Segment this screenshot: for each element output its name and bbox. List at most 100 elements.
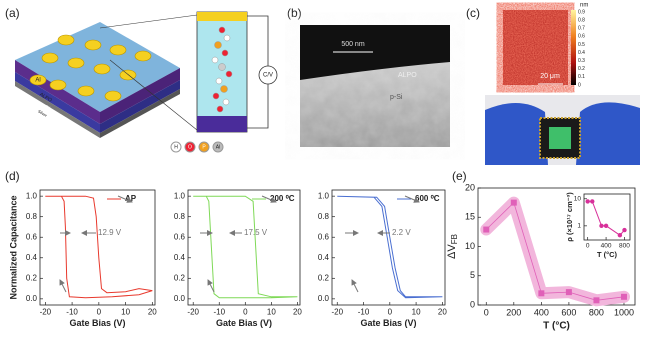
- sweep-arrow: [207, 279, 215, 293]
- annotation: 17.5 V: [244, 228, 268, 237]
- x-tick-label: 20: [293, 307, 302, 316]
- marker: [585, 199, 590, 204]
- panel-label: (c): [466, 6, 480, 20]
- y-tick-label: 15: [465, 212, 475, 222]
- line: [45, 195, 153, 299]
- x-axis-label: Gate Bias (V): [360, 318, 416, 328]
- colorbar-tick: 0.5: [578, 42, 585, 48]
- x-axis-label: T (°C): [543, 320, 570, 331]
- x-tick-label: 10: [267, 307, 276, 316]
- y-tick-label: 0.2: [26, 273, 38, 282]
- layer-label: ALPO: [398, 72, 417, 79]
- label: Al: [35, 78, 40, 84]
- y-tick-label: 0.2: [174, 273, 186, 282]
- atom-label: O: [188, 144, 192, 150]
- y-tick-label: 1.0: [318, 191, 330, 200]
- marker: [603, 223, 609, 229]
- y-tick-label: 5: [470, 270, 475, 280]
- y-tick-label: 0.6: [174, 232, 186, 241]
- x-tick-label: -10: [213, 307, 225, 316]
- y-tick-label: 0.2: [318, 273, 330, 282]
- colorbar-ticks: 0.9 0.8 0.7 0.6 0.5 0.4 0.3 0.2 0.1 0: [578, 9, 585, 88]
- colorbar-tick: 0: [578, 82, 581, 88]
- y-axis-label-sub: FB: [450, 234, 459, 244]
- y-tick-label: 0.4: [174, 253, 186, 262]
- scale-bar: 500 nm: [341, 41, 365, 48]
- annotation: 12.9 V: [98, 228, 122, 237]
- line: [193, 195, 298, 299]
- x-tick-label: 800: [589, 307, 604, 317]
- plot-frame: [187, 189, 301, 306]
- line: [486, 201, 625, 301]
- x-axis-label: Gate Bias (V): [216, 318, 272, 328]
- y-tick-label: 10: [465, 241, 475, 251]
- chart: -20 -10 0 10 20 0.0 0.2 0.4 0.6 0.8 1.0 600 ⁰C 2.2 V…: [318, 189, 447, 328]
- x-tick-label: 800: [619, 243, 630, 250]
- y-tick-label: 0.8: [318, 212, 330, 221]
- x-tick-label: -10: [66, 307, 78, 316]
- label: Silver: [37, 108, 49, 118]
- device-photo: [485, 95, 640, 165]
- colorbar-tick: 0.3: [578, 58, 585, 64]
- marker: [622, 227, 627, 233]
- x-tick-label: 20: [148, 307, 157, 316]
- x-tick-label: 1000: [614, 307, 634, 317]
- line: [337, 195, 443, 299]
- x-tick-label: -10: [358, 307, 370, 316]
- scale-bar: 20 μm: [540, 73, 560, 80]
- sweep-arrow: [351, 279, 359, 293]
- marker: [483, 226, 490, 233]
- x-tick-label: 400: [601, 243, 612, 250]
- annotation: 2.2 V: [392, 228, 411, 237]
- y-tick-label: 0.0: [318, 294, 330, 303]
- sweep-arrow: [117, 195, 133, 203]
- y-tick-label: 0.8: [26, 212, 38, 221]
- x-tick-label: 0: [484, 307, 489, 317]
- x-tick-label: 0: [243, 307, 248, 316]
- y-tick-label: 10: [574, 195, 582, 202]
- marker: [599, 223, 604, 229]
- colorbar-tick: 0.6: [578, 34, 585, 40]
- colorbar-unit: nm: [580, 3, 588, 9]
- atom-label: H: [174, 144, 178, 150]
- panel-label: (d): [5, 169, 20, 183]
- x-tick-label: 400: [534, 307, 549, 317]
- y-tick-label: 1.0: [26, 191, 38, 200]
- y-tick-label: 1: [577, 223, 581, 230]
- marker: [538, 290, 545, 297]
- y-tick-label: 0.6: [26, 232, 38, 241]
- x-tick-label: 0: [388, 307, 393, 316]
- x-tick-label: 0: [586, 243, 590, 250]
- x-tick-label: -20: [331, 307, 343, 316]
- y-tick-label: 0.0: [26, 294, 38, 303]
- sweep-arrow: [261, 195, 277, 203]
- y-axis-label: Normalized Capacitance: [8, 195, 18, 299]
- atom-label: P: [202, 144, 206, 150]
- y-axis-label: ΔVFB: [446, 234, 459, 259]
- colorbar-tick: 0.1: [578, 74, 585, 80]
- colorbar-tick: 0.7: [578, 26, 585, 32]
- device-schematic: [15, 11, 278, 153]
- y-tick-label: 0.8: [174, 212, 186, 221]
- sweep-arrow: [404, 195, 420, 203]
- marker: [565, 289, 572, 296]
- y-tick-label: 20: [465, 182, 475, 192]
- legend-label: 600 ⁰C: [415, 194, 440, 203]
- plot-frame: [39, 189, 156, 306]
- y-tick-label: 0.0: [174, 294, 186, 303]
- marker: [617, 233, 623, 238]
- panel-label: (b): [287, 6, 302, 20]
- x-tick-label: 600: [561, 307, 576, 317]
- legend-label: 200 ⁰C: [270, 194, 295, 203]
- x-tick-label: 10: [412, 307, 421, 316]
- marker: [510, 199, 517, 206]
- colorbar-tick: 0.9: [578, 9, 585, 15]
- marker: [593, 297, 600, 304]
- marker: [620, 293, 627, 300]
- x-axis-label: Gate Bias (V): [69, 318, 125, 328]
- atom-label: Al: [216, 144, 220, 150]
- sweep-arrow: [59, 279, 67, 293]
- colorbar-tick: 0.8: [578, 17, 585, 23]
- y-tick-label: 0: [470, 299, 475, 309]
